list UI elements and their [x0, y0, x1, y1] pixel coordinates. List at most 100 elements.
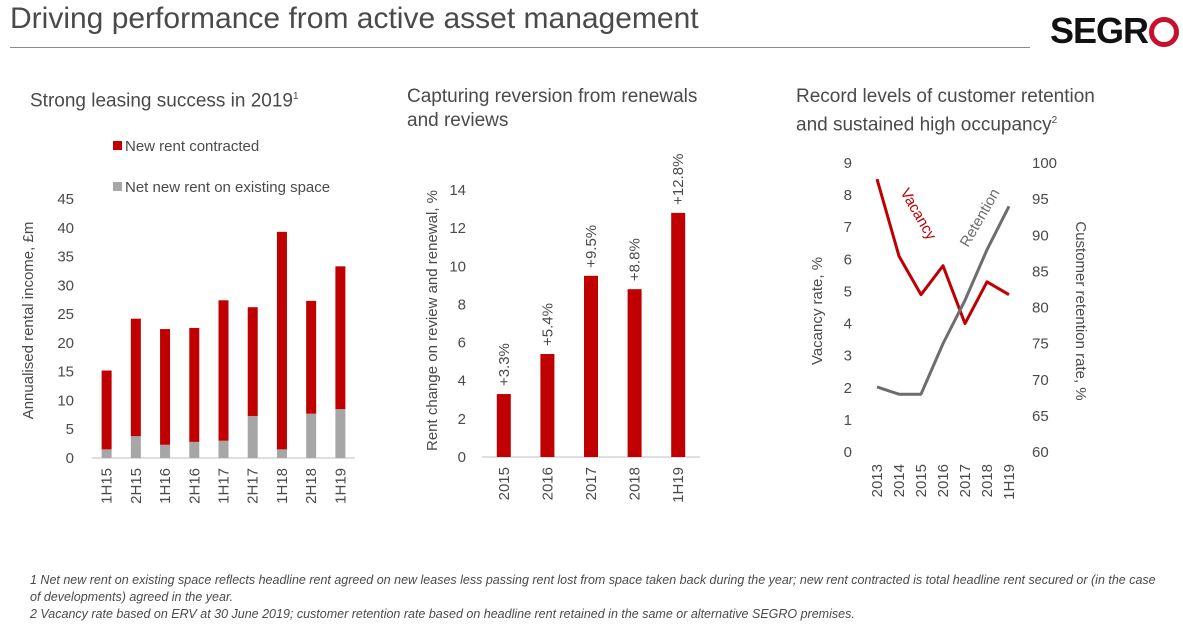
- chart3-left-tick-label: 4: [844, 316, 852, 333]
- chart1-y-tick-label: 20: [57, 335, 74, 352]
- chart2-bar: [584, 275, 598, 457]
- chart2-x-tick-label: 2018: [627, 467, 644, 500]
- chart2-y-tick-label: 0: [458, 449, 466, 466]
- chart1-x-tick-label: 2H18: [303, 468, 320, 504]
- chart1-x-tick-label: 1H15: [99, 468, 116, 504]
- chart1-x-tick-label: 1H16: [157, 468, 174, 504]
- chart3-vacancy-line: [875, 178, 1010, 326]
- chart2-data-label: +12.8%: [670, 154, 687, 205]
- chart1-legend-swatch-new-rent-contracted: [113, 141, 122, 150]
- footnotes: 1 Net new rent on existing space reflect…: [30, 572, 1160, 623]
- footnote-1: 1 Net new rent on existing space reflect…: [30, 573, 1156, 604]
- chart1-bar-new-rent-contracted: [335, 266, 346, 410]
- chart1-y-tick-label: 5: [66, 421, 74, 438]
- chart3-x-tick-label: 2018: [979, 464, 996, 497]
- chart1-bar-net-new-rent: [160, 444, 171, 458]
- chart1-bar-new-rent-contracted: [247, 307, 258, 416]
- chart1-bar-new-rent-contracted: [276, 231, 287, 450]
- chart1-bar-net-new-rent: [335, 409, 346, 458]
- chart3-left-tick-label: 9: [844, 155, 852, 172]
- chart1-legend-swatch-net-new-rent: [113, 182, 122, 191]
- chart3-right-tick-label: 85: [1032, 263, 1049, 280]
- chart2-y-axis-label: Rent change on review and renewal, %: [424, 190, 441, 451]
- chart3-x-tick-label: 2013: [869, 464, 886, 497]
- chart1-y-tick-label: 45: [57, 191, 74, 208]
- chart3-right-tick-label: 100: [1032, 155, 1057, 172]
- chart1-y-tick-label: 30: [57, 277, 74, 294]
- chart3-right-tick-label: 75: [1032, 336, 1049, 353]
- chart2-y-tick-label: 12: [449, 220, 466, 237]
- title-divider: [10, 47, 1030, 48]
- chart3-retention-line: [876, 205, 1011, 396]
- chart1-x-tick-label: 1H17: [216, 468, 233, 504]
- chart1-bar-net-new-rent: [101, 449, 112, 458]
- chart3-left-tick-label: 6: [844, 251, 852, 268]
- chart3-x-tick-label: 1H19: [1001, 464, 1018, 500]
- chart2-x-tick-label: 2017: [583, 467, 600, 500]
- chart2-x-tick-label: 2016: [539, 467, 556, 500]
- chart1-y-tick-label: 10: [57, 392, 74, 409]
- chart2-bar: [671, 212, 686, 457]
- chart1-bar-net-new-rent: [276, 449, 287, 458]
- chart2-y-tick-label: 2: [458, 411, 466, 428]
- chart1-bar-new-rent-contracted: [160, 329, 171, 445]
- chart1-bar-net-new-rent: [189, 441, 200, 458]
- chart2-title: Capturing reversion from renewals and re…: [407, 86, 698, 131]
- chart3-left-tick-label: 0: [844, 444, 852, 461]
- footnote-2: 2 Vacancy rate based on ERV at 30 June 2…: [30, 607, 855, 621]
- logo-ring-icon: [1149, 17, 1180, 47]
- chart1-y-axis-label: Annualised rental income, £m: [20, 222, 37, 420]
- chart1-bar-new-rent-contracted: [130, 318, 141, 437]
- chart1-bar-new-rent-contracted: [306, 300, 317, 414]
- chart1-x-tick-label: 2H15: [128, 468, 145, 504]
- chart3-x-tick-label: 2016: [935, 464, 952, 497]
- chart3-left-tick-label: 2: [844, 380, 852, 397]
- chart3-title-footnote-ref: 2: [1051, 115, 1058, 126]
- chart1-y-tick-label: 40: [57, 220, 74, 237]
- chart1-y-tick-label: 0: [66, 450, 74, 467]
- chart1-y-tick-label: 35: [57, 249, 74, 266]
- chart1-bar-new-rent-contracted: [218, 300, 229, 441]
- chart1-title-footnote-ref: 1: [293, 91, 299, 102]
- segro-logo: SEGR: [1050, 10, 1180, 52]
- chart3-right-axis-label: Customer retention rate, %: [1072, 221, 1089, 400]
- chart3-right-tick-label: 95: [1032, 191, 1049, 208]
- chart1-bar-net-new-rent: [130, 436, 141, 458]
- chart3-left-axis-label: Vacancy rate, %: [809, 257, 826, 365]
- chart1-legend-label-net-new-rent: Net new rent on existing space: [125, 179, 330, 196]
- chart3-x-tick-label: 2014: [891, 464, 908, 497]
- chart2-y-tick-label: 4: [458, 373, 466, 390]
- chart1-bar-new-rent-contracted: [189, 327, 200, 442]
- chart3-right-tick-label: 80: [1032, 300, 1049, 317]
- chart3-left-tick-label: 7: [844, 219, 852, 236]
- chart1-title-text: Strong leasing success in 2019: [30, 90, 293, 112]
- chart2-bar: [540, 354, 555, 457]
- chart1-x-tick-label: 2H17: [245, 468, 262, 504]
- chart3-right-tick-label: 90: [1032, 227, 1049, 244]
- chart3-retention-series-label: Retention: [957, 186, 1004, 250]
- chart2-x-tick-label: 1H19: [670, 467, 687, 503]
- chart3-left-tick-label: 8: [844, 187, 852, 204]
- chart2-y-tick-label: 14: [449, 182, 466, 199]
- chart1-bar-new-rent-contracted: [101, 370, 112, 450]
- chart2-x-tick-label: 2015: [496, 467, 513, 500]
- chart3-left-tick-label: 3: [844, 348, 852, 365]
- chart3-title-text: Record levels of customer retention and …: [796, 86, 1095, 136]
- chart2-bar: [627, 289, 642, 457]
- chart3-right-tick-label: 70: [1032, 372, 1049, 389]
- chart2-y-tick-label: 6: [458, 335, 466, 352]
- chart3-right-tick-label: 65: [1032, 408, 1049, 425]
- chart3-left-tick-label: 1: [844, 412, 852, 429]
- chart1-legend-label-new-rent-contracted: New rent contracted: [125, 138, 259, 155]
- chart1-bar-net-new-rent: [247, 415, 258, 458]
- chart1-x-tick-label: 1H18: [274, 468, 291, 504]
- chart2-y-tick-label: 10: [449, 258, 466, 275]
- chart2-data-label: +8.8%: [627, 238, 644, 281]
- chart3-vacancy-series-label: Vacancy: [897, 186, 940, 244]
- chart2-data-label: +5.4%: [539, 303, 556, 346]
- chart3-title: Record levels of customer retention and …: [796, 85, 1096, 137]
- chart3-right-tick-label: 60: [1032, 444, 1049, 461]
